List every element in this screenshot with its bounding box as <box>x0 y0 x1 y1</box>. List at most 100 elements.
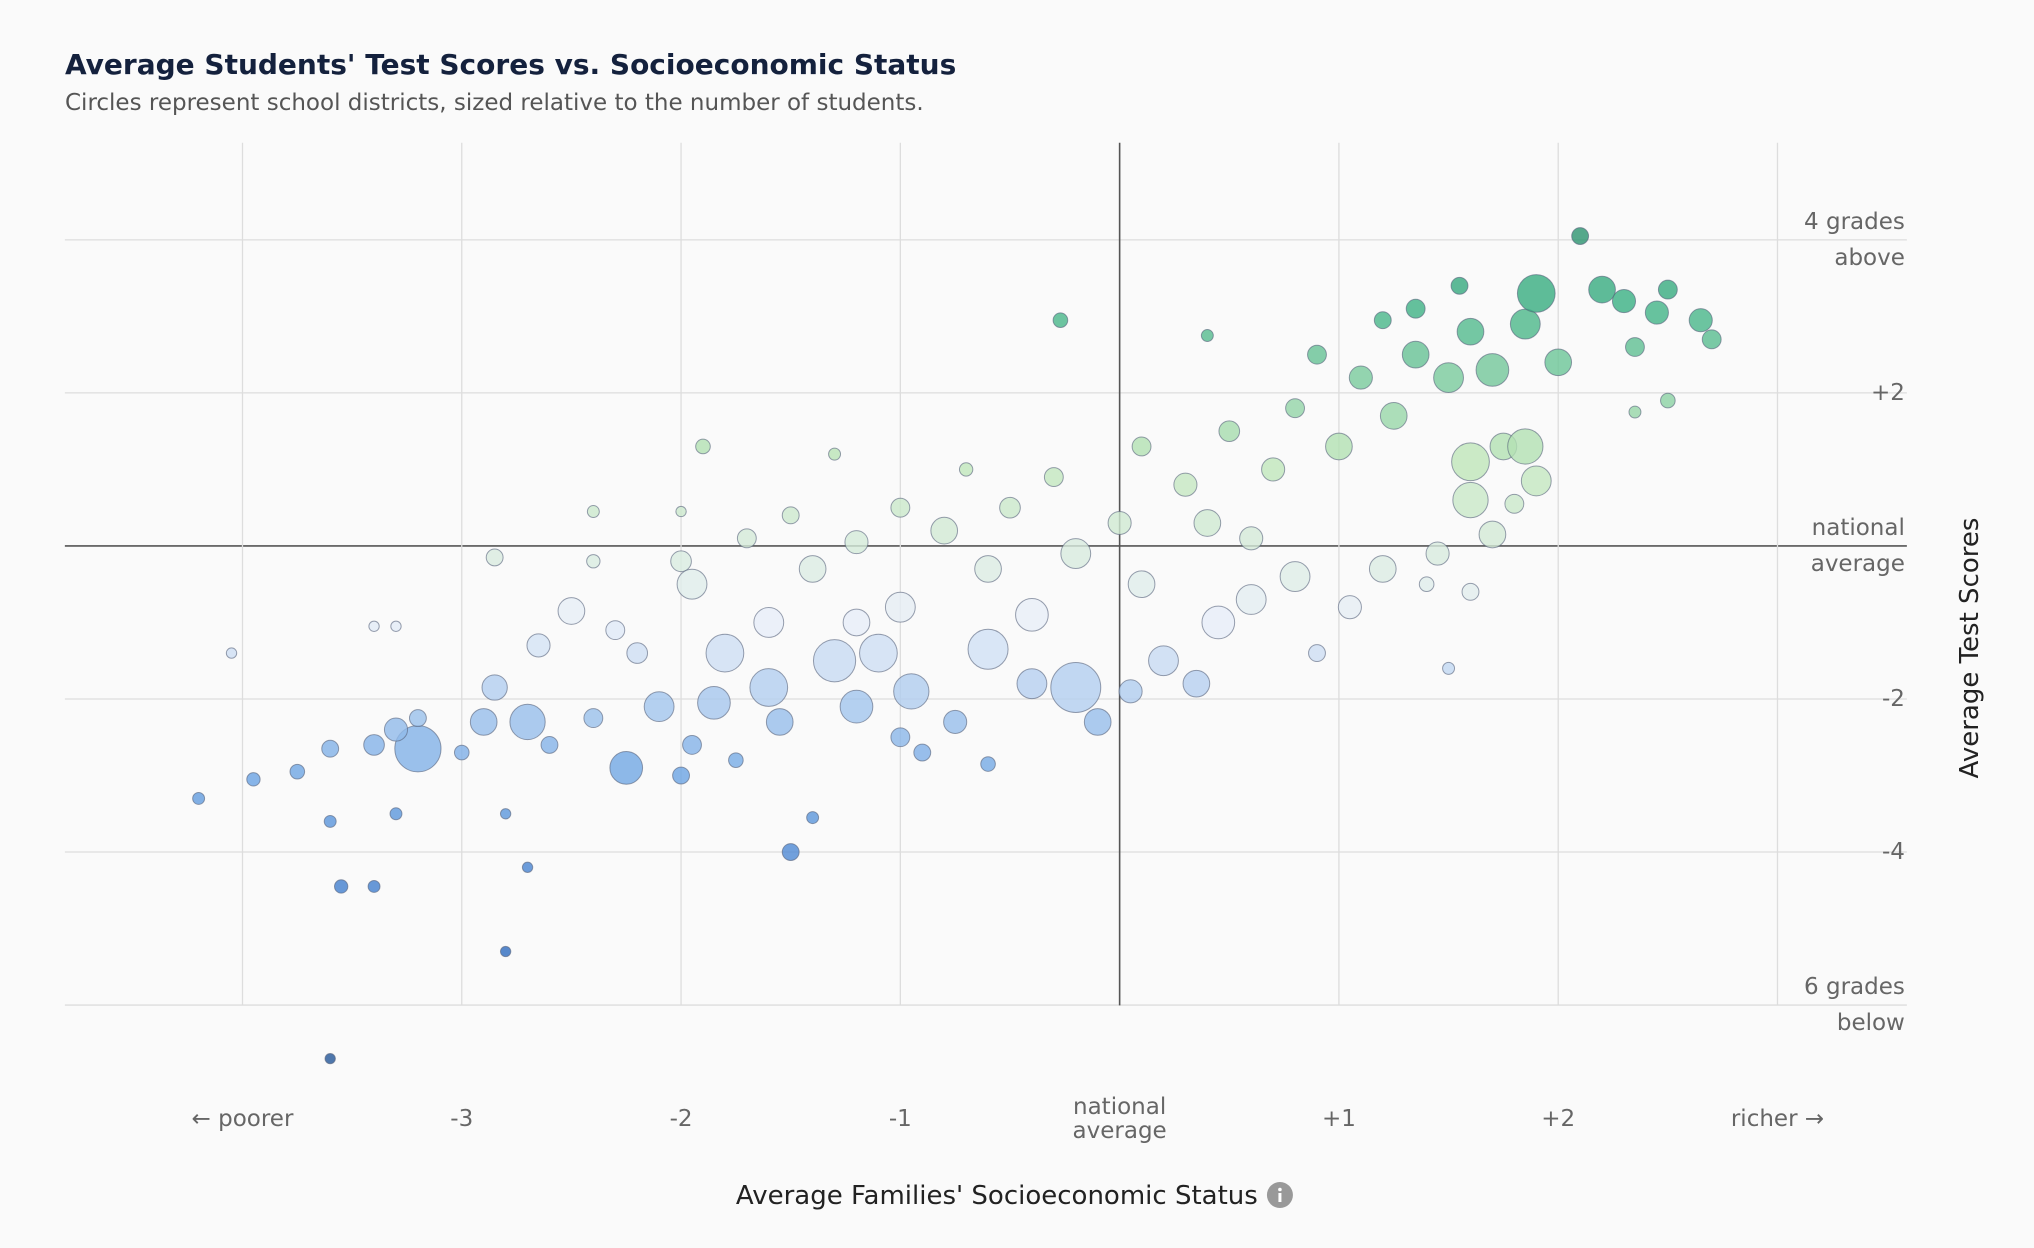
district-bubble <box>1688 308 1713 333</box>
x-tick-label: +1 <box>1321 1106 1356 1133</box>
district-bubble <box>1173 472 1198 497</box>
district-bubble <box>1239 526 1264 551</box>
district-bubble <box>333 879 349 894</box>
district-bubble <box>682 734 702 755</box>
district-bubble <box>1504 493 1525 514</box>
district-bubble <box>728 752 744 769</box>
district-bubble <box>806 811 820 825</box>
y-tick-label: 6 grades below <box>1804 974 1905 1037</box>
district-bubble <box>1660 392 1676 409</box>
district-bubble <box>586 554 601 569</box>
district-bubble <box>1015 597 1049 632</box>
district-bubble <box>980 756 996 772</box>
district-bubble <box>1131 436 1152 457</box>
district-bubble <box>363 734 385 756</box>
district-bubble <box>225 647 238 659</box>
district-bubble <box>1148 645 1179 677</box>
district-bubble <box>749 668 789 707</box>
district-bubble <box>765 708 794 736</box>
district-bubble <box>1418 576 1435 593</box>
district-bubble <box>893 673 930 710</box>
district-bubble <box>798 555 827 583</box>
district-bubble <box>1456 317 1485 346</box>
district-bubble <box>540 735 559 754</box>
x-tick-label: -3 <box>450 1106 474 1133</box>
district-bubble <box>583 708 604 729</box>
district-bubble <box>1507 428 1544 465</box>
chart-subtitle: Circles represent school districts, size… <box>65 90 924 116</box>
district-bubble <box>521 861 534 874</box>
district-bubble <box>943 709 968 735</box>
district-bubble <box>1425 541 1450 566</box>
district-bubble <box>1043 467 1064 488</box>
district-bubble <box>1628 405 1642 419</box>
district-bubble <box>499 945 512 958</box>
district-bubble <box>913 743 932 762</box>
district-bubble <box>1588 275 1616 304</box>
district-bubble <box>481 674 508 701</box>
district-bubble <box>485 548 504 567</box>
district-bubble <box>1127 570 1156 599</box>
district-bubble <box>842 608 871 637</box>
district-bubble <box>676 568 708 600</box>
district-bubble <box>1625 337 1645 357</box>
district-bubble <box>1235 584 1267 615</box>
district-bubble <box>1337 595 1362 620</box>
district-bubble <box>890 497 911 518</box>
district-bubble <box>736 528 757 549</box>
district-bubble <box>323 814 337 828</box>
district-bubble <box>1285 398 1305 419</box>
district-bubble <box>1433 362 1464 394</box>
district-bubble <box>1182 669 1211 698</box>
district-bubble <box>999 496 1021 519</box>
district-bubble <box>367 879 381 893</box>
district-bubble <box>605 620 626 641</box>
district-bubble <box>289 763 306 780</box>
district-bubble <box>1461 582 1480 601</box>
district-bubble <box>1279 561 1311 592</box>
district-bubble <box>753 607 785 638</box>
x-tick-label: richer → <box>1730 1106 1825 1133</box>
district-bubble <box>526 633 551 658</box>
district-bubble <box>453 744 470 761</box>
district-bubble <box>1520 465 1552 497</box>
district-bubble <box>1261 457 1286 482</box>
district-bubble <box>1475 353 1510 387</box>
district-bubble <box>1544 348 1573 377</box>
district-bubble <box>1644 300 1669 325</box>
district-bubble <box>967 628 1009 670</box>
district-bubble <box>509 703 546 741</box>
district-bubble <box>246 772 261 787</box>
district-bubble <box>192 791 206 805</box>
district-bubble <box>890 727 911 748</box>
district-bubble <box>670 550 692 573</box>
district-bubble <box>705 633 745 673</box>
district-bubble <box>557 597 586 625</box>
district-bubble <box>1516 274 1556 313</box>
district-bubble <box>781 506 800 525</box>
district-bubble <box>672 766 690 785</box>
district-bubble <box>1450 276 1469 295</box>
district-bubble <box>1368 555 1397 583</box>
y-tick-label: 4 grades above <box>1804 208 1905 271</box>
district-bubble <box>1509 308 1541 340</box>
district-bubble <box>695 438 711 455</box>
district-bubble <box>324 1052 336 1065</box>
district-bubble <box>675 505 687 518</box>
y-tick-label: +2 <box>1870 379 1905 406</box>
district-bubble <box>1401 340 1430 369</box>
chart-title: Average Students' Test Scores vs. Socioe… <box>65 48 957 81</box>
district-bubble <box>1050 662 1102 713</box>
x-tick-label: -2 <box>669 1106 693 1133</box>
district-bubble <box>781 843 800 861</box>
district-bubble <box>1118 679 1143 704</box>
district-bubble <box>1200 329 1214 342</box>
district-bubble <box>321 739 340 758</box>
district-bubble <box>1657 279 1678 300</box>
district-bubble <box>1571 227 1590 245</box>
district-bubble <box>1442 661 1456 675</box>
info-icon[interactable] <box>1266 1181 1294 1209</box>
y-tick-label: -4 <box>1881 839 1905 866</box>
district-bubble <box>389 807 403 821</box>
district-bubble <box>1611 289 1637 314</box>
